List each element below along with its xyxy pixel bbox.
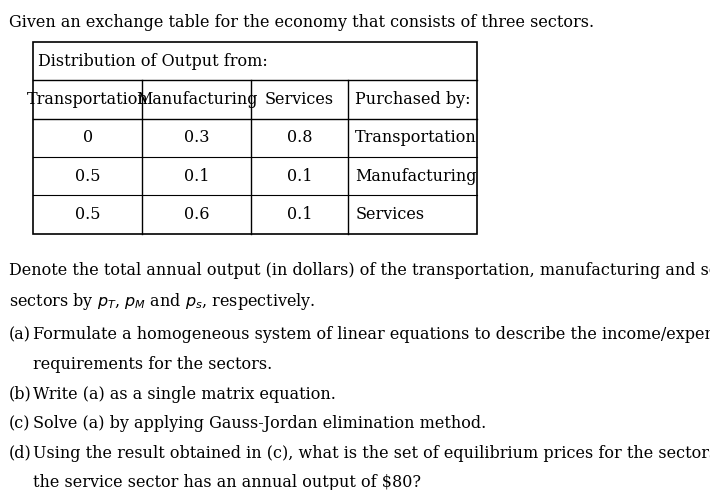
Text: (c): (c) [9,415,31,432]
Text: Manufacturing: Manufacturing [136,91,257,108]
Text: Write (a) as a single matrix equation.: Write (a) as a single matrix equation. [33,386,336,403]
Text: requirements for the sectors.: requirements for the sectors. [33,356,273,373]
Text: the service sector has an annual output of $80?: the service sector has an annual output … [33,474,421,490]
Text: Solve (a) by applying Gauss-Jordan elimination method.: Solve (a) by applying Gauss-Jordan elimi… [33,415,486,432]
Text: Manufacturing: Manufacturing [355,168,476,185]
Text: Services: Services [265,91,334,108]
Text: 0.1: 0.1 [287,168,312,185]
Text: Services: Services [355,206,425,223]
Text: Transportation: Transportation [27,91,148,108]
Text: 0.1: 0.1 [184,168,209,185]
Text: 0.8: 0.8 [287,129,312,147]
Text: 0.1: 0.1 [287,206,312,223]
Text: Given an exchange table for the economy that consists of three sectors.: Given an exchange table for the economy … [9,14,594,31]
Text: 0: 0 [82,129,93,147]
Text: (b): (b) [9,386,31,403]
Text: 0.5: 0.5 [75,168,100,185]
Text: 0.5: 0.5 [75,206,100,223]
Text: (a): (a) [9,326,31,343]
Text: Purchased by:: Purchased by: [355,91,470,108]
Text: Distribution of Output from:: Distribution of Output from: [38,53,268,70]
Text: Denote the total annual output (in dollars) of the transportation, manufacturing: Denote the total annual output (in dolla… [9,262,710,278]
Text: (d): (d) [9,445,31,462]
Text: Formulate a homogeneous system of linear equations to describe the income/expens: Formulate a homogeneous system of linear… [33,326,710,343]
Text: sectors by $p_{T}$, $p_{M}$ and $p_{s}$, respectively.: sectors by $p_{T}$, $p_{M}$ and $p_{s}$,… [9,291,315,312]
Text: 0.6: 0.6 [184,206,209,223]
Text: 0.3: 0.3 [184,129,209,147]
Text: Using the result obtained in (c), what is the set of equilibrium prices for the : Using the result obtained in (c), what i… [33,445,710,462]
Text: Transportation: Transportation [355,129,477,147]
